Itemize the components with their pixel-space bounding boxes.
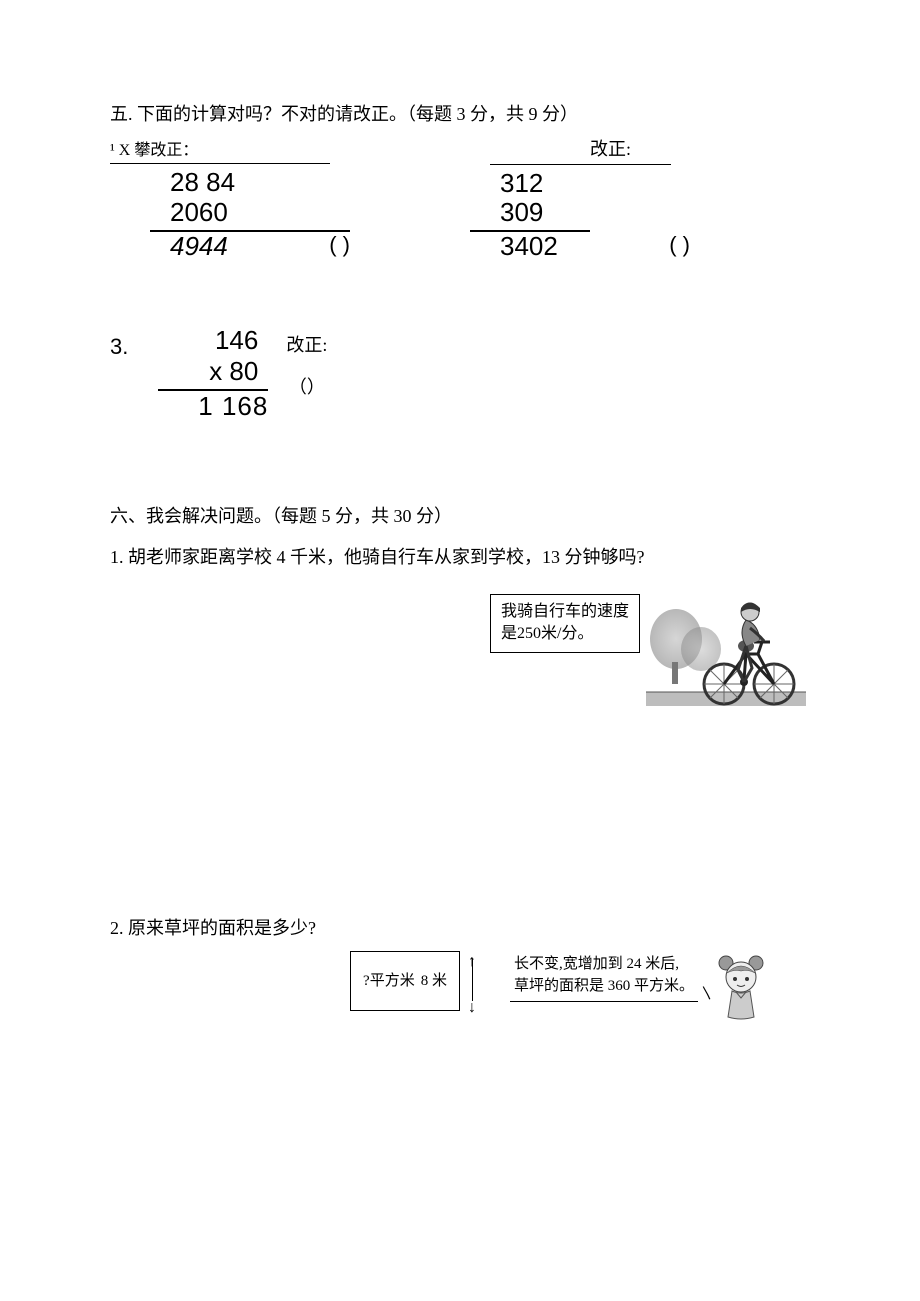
section6-title: 六、我会解决问题。（每题 5 分，共 30 分） [110,502,810,531]
problem2-result: 3402 [470,232,659,262]
problem3-correction-label: 改正: [286,331,327,360]
speech-tail-icon: 〵 [700,985,714,1006]
q2-speech-line2: 草坪的面积是 360 平方米。 [514,975,706,998]
problem3-line2: x 80 [158,356,268,391]
arrow-down-icon: ↓ [468,995,476,1021]
problem1-calc: 28 84 2060 4944 ( ) [150,168,350,262]
problem1: ¹ X 攀改正： 28 84 2060 4944 ( ) [110,135,460,285]
q1-illustration: 我骑自行车的速度 是250米/分。 [490,584,830,714]
problem1-line1: 28 84 [150,168,350,198]
q2-speech-wrap: 长不变,宽增加到 24 米后, 草坪的面积是 360 平方米。 〵 [510,951,769,1021]
q2-speech-line1: 长不变,宽增加到 24 米后, [514,953,706,976]
girl-icon [714,951,769,1021]
worksheet-page: 五. 下面的计算对吗？不对的请改正。（每题 3 分，共 9 分） ¹ X 攀改正… [0,0,920,1021]
lawn-area-label: ?平方米 [363,969,415,993]
problem2-correction-label: 改正: [490,135,671,165]
problem3-index: 3. [110,329,128,364]
problem1-result: 4944 [150,232,319,262]
lawn-height-label: 8 米 [421,969,447,993]
problem2-line1: 312 [470,169,690,199]
problem3-result: 1 168 [158,391,268,422]
problem3-paren: （） [286,373,327,402]
problem1-paren: ( ) [319,232,350,262]
section6: 六、我会解决问题。（每题 5 分，共 30 分） 1. 胡老师家距离学校 4 千… [110,502,810,1020]
problem1-calc-clip: 28 84 2060 4944 ( ) [110,164,460,284]
problem2-paren: ( ) [659,232,690,262]
problem2-calc-clip: 312 309 3402 ( ) [460,165,810,285]
q1-speech-bubble: 我骑自行车的速度 是250米/分。 [490,594,640,653]
q1-speech-line1: 我骑自行车的速度 [501,601,629,623]
section5-title: 五. 下面的计算对吗？不对的请改正。（每题 3 分，共 9 分） [110,100,810,129]
problem2-calc: 312 309 3402 ( ) [470,169,690,263]
problem3-line1: 146 [158,325,268,356]
problem3: 3. 146 x 80 1 168 改正: （） [110,325,810,423]
q1-text: 1. 胡老师家距离学校 4 千米，他骑自行车从家到学校，13 分钟够吗? [110,543,810,572]
cyclist-icon [646,584,806,714]
problem2: 改正: 312 309 3402 ( ) [460,135,810,285]
section5-row1: ¹ X 攀改正： 28 84 2060 4944 ( ) 改正: 312 309 [110,135,810,285]
problem2-line2: 309 [470,198,590,232]
problem3-side: 改正: （） [286,325,327,403]
problem1-correction-label: ¹ X 攀改正： [110,138,330,165]
q2: 2. 原来草坪的面积是多少? ?平方米 8 米 ↑ ↓ 长不变,宽增加到 24 … [110,914,810,1021]
lawn-rect: ?平方米 8 米 [350,951,460,1011]
q2-text: 2. 原来草坪的面积是多少? [110,914,810,943]
q2-illustration-row: ?平方米 8 米 ↑ ↓ 长不变,宽增加到 24 米后, 草坪的面积是 360 … [350,951,810,1021]
problem1-line2: 2060 [150,198,350,232]
q2-speech-bubble: 长不变,宽增加到 24 米后, 草坪的面积是 360 平方米。 〵 [510,951,710,1000]
q1-speech-line2: 是250米/分。 [501,623,629,645]
problem3-calc: 146 x 80 1 168 [158,325,268,423]
lawn-diagram: ?平方米 8 米 ↑ ↓ [350,951,480,1013]
